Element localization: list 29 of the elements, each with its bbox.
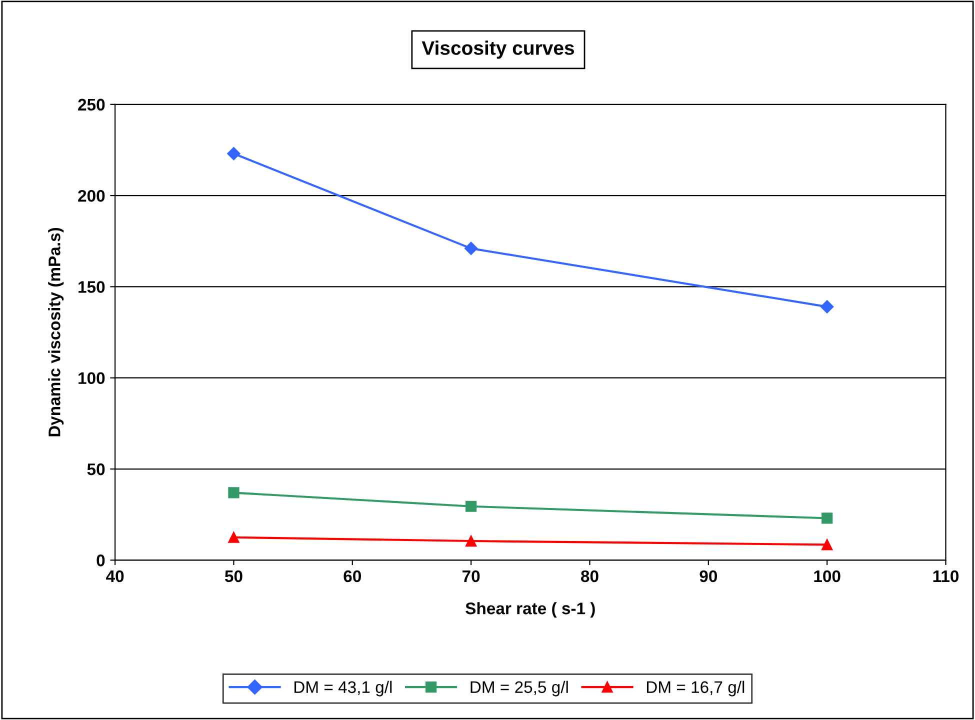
point [822,539,833,550]
point [227,147,240,160]
x-axis-title: Shear rate ( s-1 ) [466,602,595,618]
x-tick-label: 60 [344,570,361,582]
legend-label: DM = 43,1 g/l [294,680,392,696]
point [820,300,834,314]
point [228,532,240,543]
point [464,242,478,256]
y-tick-label: 150 [78,281,105,293]
point [466,535,477,547]
x-tick-label: 110 [933,570,959,582]
legend-label: DM = 25,5 g/l [470,680,568,696]
x-tick-label: 100 [814,570,840,582]
legend-label: DM = 16,7 g/l [646,680,744,696]
y-axis-title: Dynamic viscosity (mPa.s) [48,228,64,436]
y-tick-label: 250 [78,98,105,111]
y-tick-label: 100 [78,372,105,384]
y-tick-label: 50 [87,463,105,476]
point [228,487,240,498]
y-tick-label: 0 [96,554,105,566]
x-tick-label: 90 [700,570,717,582]
point [466,500,477,512]
chart-title: Viscosity curves [422,40,574,59]
x-tick-label: 50 [224,570,242,582]
x-tick-label: 80 [580,570,598,582]
x-tick-label: 70 [462,570,480,582]
x-tick-label: 40 [106,570,124,582]
point [822,512,833,524]
y-tick-label: 200 [78,190,105,202]
